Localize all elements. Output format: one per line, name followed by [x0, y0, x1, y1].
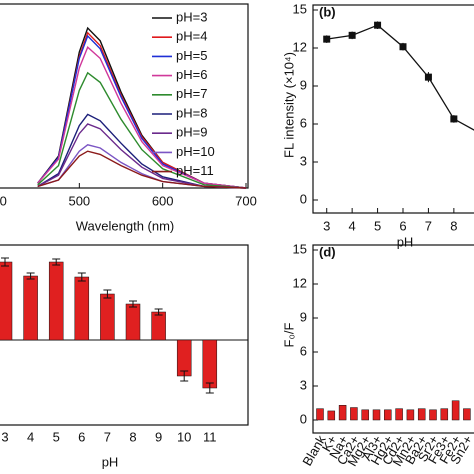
legend-label: pH=10 [176, 144, 215, 159]
bar [23, 275, 38, 341]
spectrum-line [37, 46, 247, 189]
y-tick-label: 0 [300, 191, 307, 206]
x-tick-label: K+ [319, 433, 340, 455]
y-tick-label: 6 [300, 115, 307, 130]
plot-frame [312, 244, 474, 434]
x-tick-label: 10 [177, 429, 191, 444]
legend-label: pH=11 [176, 163, 214, 178]
bar [48, 261, 64, 341]
spectrum-line [37, 150, 247, 189]
x-tick-label: 9 [155, 429, 162, 444]
x-axis-label: pH [102, 454, 119, 469]
y-tick-label: 12 [293, 39, 307, 54]
x-axis-label: Wavelength (nm) [76, 218, 175, 233]
x-tick-label: 4 [349, 218, 356, 233]
bar [125, 303, 141, 341]
x-axis-label: pH [397, 234, 414, 249]
y-tick-label: 12 [293, 275, 307, 290]
bar [151, 311, 166, 341]
y-tick-label: 0 [300, 411, 307, 426]
y-tick-label: 15 [293, 241, 307, 256]
x-tick-label: 400 [0, 193, 7, 208]
bar [350, 407, 358, 421]
x-tick-label: 7 [104, 429, 111, 444]
plot-frame [312, 4, 474, 214]
legend-label: pH=4 [176, 29, 207, 44]
y-axis-label: F₀/F [281, 322, 296, 347]
x-tick-label: 700 [235, 193, 257, 208]
y-tick-label: 9 [300, 77, 307, 92]
bar [361, 409, 369, 421]
bar [74, 276, 90, 341]
bar [316, 408, 324, 421]
legend-label: pH=3 [176, 9, 207, 24]
point [348, 31, 356, 39]
y-tick-label: 15 [293, 1, 307, 16]
y-tick-label: 3 [300, 377, 307, 392]
legend-label: pH=6 [176, 67, 207, 82]
x-tick-label: 3 [1, 429, 8, 444]
legend-label: pH=8 [176, 105, 207, 120]
plot-frame [0, 244, 249, 426]
bar [406, 409, 415, 421]
bar [372, 409, 381, 421]
point [323, 35, 331, 43]
x-tick-label: 7 [425, 218, 432, 233]
bar [440, 408, 449, 421]
bar [429, 409, 437, 421]
y-tick-label: 9 [300, 309, 307, 324]
x-tick-label: 4 [27, 429, 34, 444]
y-tick-label: 3 [300, 153, 307, 168]
x-tick-label: 600 [152, 193, 174, 208]
legend-label: pH=9 [176, 125, 207, 140]
point [450, 115, 458, 123]
x-tick-label: 5 [374, 218, 381, 233]
bar [100, 293, 115, 341]
bar [0, 261, 13, 341]
legend-label: pH=7 [176, 86, 207, 101]
y-axis-label: FL intensity (×10⁴) [281, 52, 296, 158]
plot-frame [0, 3, 249, 189]
bar [384, 409, 392, 421]
y-tick-label: 6 [300, 343, 307, 358]
bar [202, 339, 218, 389]
x-tick-label: 500 [68, 193, 90, 208]
panel-label: (d) [319, 244, 336, 259]
bar [463, 408, 471, 421]
point [399, 43, 407, 51]
x-tick-label: 8 [450, 218, 457, 233]
x-tick-label: 6 [399, 218, 406, 233]
x-tick-label: 6 [78, 429, 85, 444]
bar [395, 408, 403, 421]
bar [327, 410, 336, 421]
x-tick-label: 3 [323, 218, 330, 233]
spectrum-line [37, 71, 247, 189]
spectrum-line [37, 123, 247, 189]
x-tick-label: 8 [129, 429, 136, 444]
spectrum-line [37, 34, 247, 189]
point [424, 73, 432, 81]
panel-label: (b) [319, 4, 336, 19]
bar [417, 408, 426, 421]
point [374, 21, 382, 29]
bar [338, 405, 347, 421]
x-tick-label: 11 [203, 429, 217, 444]
x-tick-label: 5 [53, 429, 60, 444]
bar [451, 400, 460, 421]
spectrum-line [37, 113, 247, 189]
legend-label: pH=5 [176, 48, 207, 63]
